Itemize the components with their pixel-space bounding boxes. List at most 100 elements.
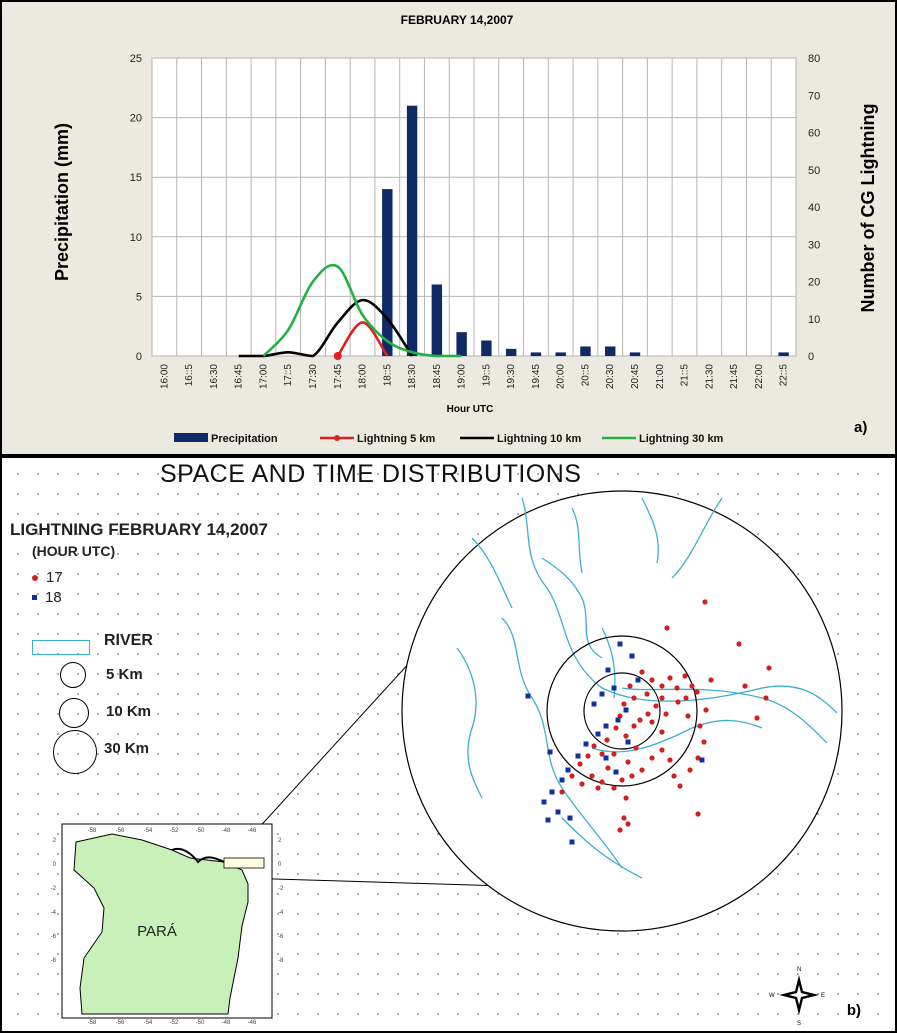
river-branch (541, 557, 603, 659)
legend-swatch (174, 433, 208, 442)
strike-17h (694, 689, 700, 695)
strike-18h (595, 731, 601, 737)
strike-18h (555, 809, 561, 815)
strike-18h (635, 677, 641, 683)
y-tick-label: 15 (130, 172, 142, 184)
strike-17h (667, 675, 673, 681)
river-branch (501, 617, 623, 869)
strike-17h (559, 789, 565, 795)
precipitation-bar (456, 332, 467, 356)
strike-17h (645, 711, 651, 717)
chart-title: FEBRUARY 14,2007 (401, 13, 514, 27)
x-tick-label: 17:30 (308, 364, 319, 389)
strike-17h (623, 733, 629, 739)
strike-17h (763, 695, 769, 701)
inset-x-tick: -46 (248, 1020, 257, 1026)
strike-17h (579, 781, 585, 787)
y-tick-label: 25 (130, 53, 142, 65)
y-tick-label: 0 (136, 351, 142, 363)
x-tick-label: 17::5 (283, 364, 294, 387)
map-drawing: PARÁ -58 -58 -56 -56 -54 -54 -52 -52 -50 -50 -48 -4… (51, 490, 843, 1027)
inset-y-tick: -4 (278, 910, 284, 916)
river-branch (621, 687, 828, 744)
legend-label: Precipitation (211, 433, 278, 445)
strike-17h (623, 795, 629, 801)
strike-17h (664, 625, 670, 631)
precipitation-bar (629, 352, 641, 356)
strike-18h (525, 693, 531, 699)
precipitation-lightning-chart: FEBRUARY 14,2007 Precipitation (mm) Numb… (52, 13, 878, 445)
strike-17h (627, 683, 633, 689)
y2-tick-label: 50 (808, 165, 820, 177)
y2-tick-label: 80 (808, 53, 820, 65)
legend: Precipitation Lightning 5 km Lightning 10 … (174, 433, 724, 445)
strike-17h (611, 785, 617, 791)
strike-17h (649, 719, 655, 725)
legend-hour-label: 18 (45, 589, 62, 606)
river-label: RIVER (104, 632, 153, 649)
strike-17h (653, 703, 659, 709)
inset-y-tick: 2 (53, 838, 57, 844)
strike-18h (583, 741, 589, 747)
circle-5km-icon (60, 662, 86, 688)
strike-17h (754, 715, 760, 721)
x-tick-label: 19:30 (506, 364, 517, 389)
river-swatch (32, 640, 90, 655)
precipitation-bar (406, 105, 418, 357)
x-tick-label: 20:30 (605, 364, 616, 389)
strike-17h (659, 729, 665, 735)
red-dot-icon (32, 574, 38, 581)
compass-e: E (821, 993, 825, 999)
y2-tick-label: 70 (808, 90, 820, 102)
strike-18h (625, 739, 631, 745)
strike-18h (567, 815, 573, 821)
para-state-shape (73, 833, 249, 1015)
precipitation-bar (605, 346, 616, 356)
inset-x-tick: -48 (222, 1020, 231, 1026)
legend-label: Lightning 30 km (639, 433, 724, 445)
strike-17h (675, 699, 681, 705)
strike-17h (659, 695, 665, 701)
strike-17h (619, 777, 625, 783)
map-title: SPACE AND TIME DISTRIBUTIONS (160, 460, 582, 488)
y2-tick-label: 0 (808, 351, 814, 363)
inset-y-tick: -8 (51, 958, 57, 964)
x-tick-label: 18:00 (358, 364, 369, 389)
ring-5km (583, 672, 661, 750)
strike-17h (591, 743, 597, 749)
legend-item-hour-18: 18 (32, 589, 62, 606)
x-tick-label: 17:45 (333, 364, 344, 389)
x-tick-label: 16::5 (184, 364, 195, 387)
strike-17h (659, 683, 665, 689)
strike-18h (541, 799, 547, 805)
strike-17h (649, 677, 655, 683)
map-panel: SPACE AND TIME DISTRIBUTIONS LIGHTNING F… (0, 456, 897, 1033)
legend-hour-label: 17 (46, 569, 63, 586)
inset-x-tick: -56 (116, 1020, 125, 1026)
inset-y-tick: -8 (278, 958, 284, 964)
inset-x-tick: -58 (88, 1020, 97, 1026)
strike-17h (599, 751, 605, 757)
river-branch (571, 507, 583, 574)
map-panel-label: b) (846, 1002, 861, 1019)
strike-17h (633, 745, 639, 751)
x-tick-label: 22::5 (779, 364, 790, 387)
x-tick-label: 21:45 (729, 364, 740, 389)
ring-10km (546, 635, 698, 787)
strike-18h (591, 701, 597, 707)
strike-17h (639, 669, 645, 675)
precipitation-bar (481, 340, 492, 356)
x-tick-label: 21::5 (680, 364, 691, 387)
state-label: PARÁ (137, 923, 177, 940)
inset-highlight-box (223, 857, 265, 869)
y2-axis-label: Number of CG Lightning (858, 104, 878, 313)
x-tick-label: 16:30 (209, 364, 220, 389)
x-tick-label: 19::5 (481, 364, 492, 387)
zoom-circle (401, 490, 843, 932)
x-tick-label: 20:45 (630, 364, 641, 389)
strike-17h (685, 713, 691, 719)
strike-17h (667, 757, 673, 763)
x-tick-label: 20:00 (556, 364, 567, 389)
strike-18h (559, 777, 565, 783)
strike-18h (617, 641, 623, 647)
